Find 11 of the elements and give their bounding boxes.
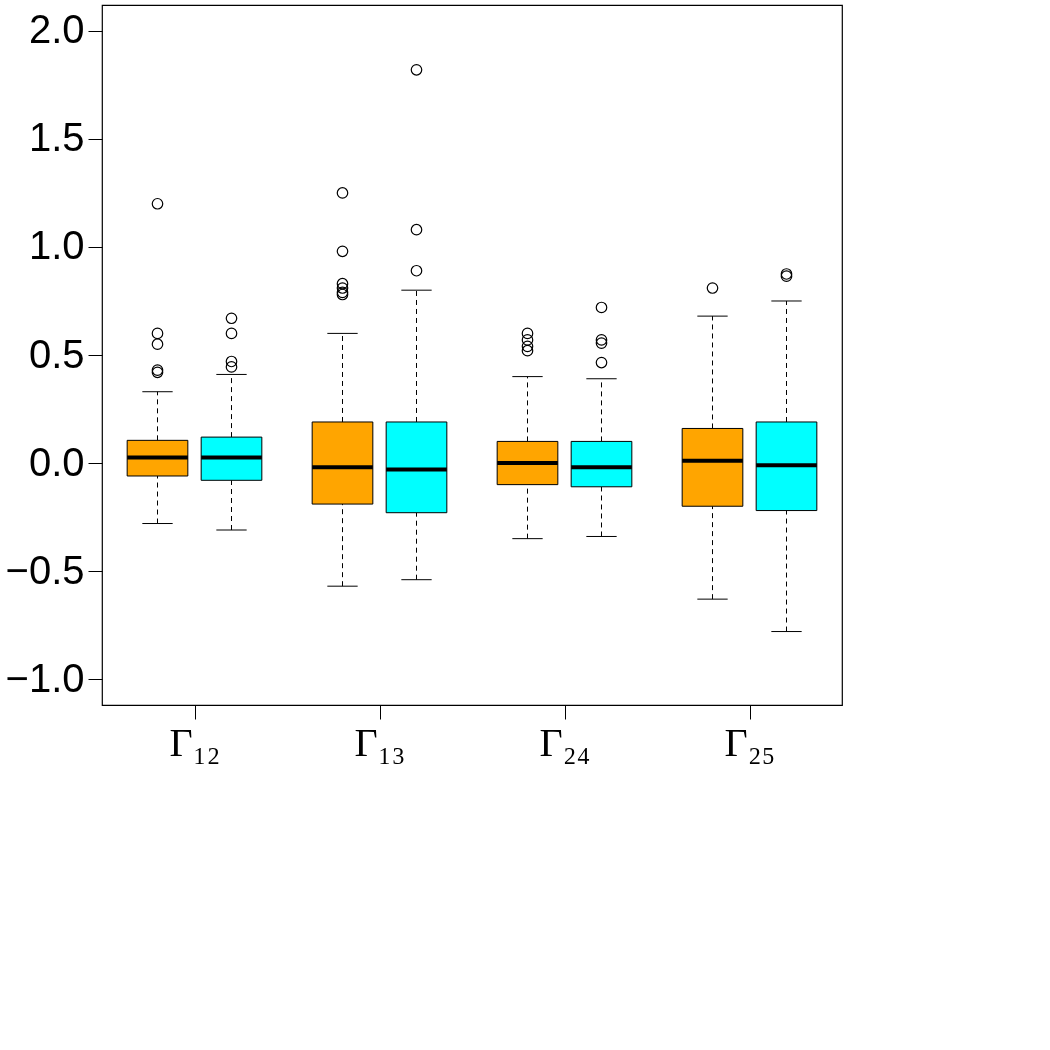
x-tick-label: Γ₂₅ bbox=[724, 719, 776, 765]
x-tick-label: Γ₁₃ bbox=[354, 719, 406, 765]
y-tick-label: 2.0 bbox=[28, 7, 85, 52]
x-tick-label: Γ₁₂ bbox=[169, 719, 221, 765]
y-tick-label: 0.5 bbox=[28, 331, 85, 376]
x-tick-label: Γ₂₄ bbox=[539, 719, 591, 765]
y-tick-label: 1.5 bbox=[28, 115, 85, 160]
y-tick-label: −1.0 bbox=[5, 655, 85, 700]
y-tick-label: 1.0 bbox=[28, 223, 85, 268]
y-tick-label: −0.5 bbox=[5, 547, 85, 592]
y-tick-label: 0.0 bbox=[28, 439, 85, 484]
